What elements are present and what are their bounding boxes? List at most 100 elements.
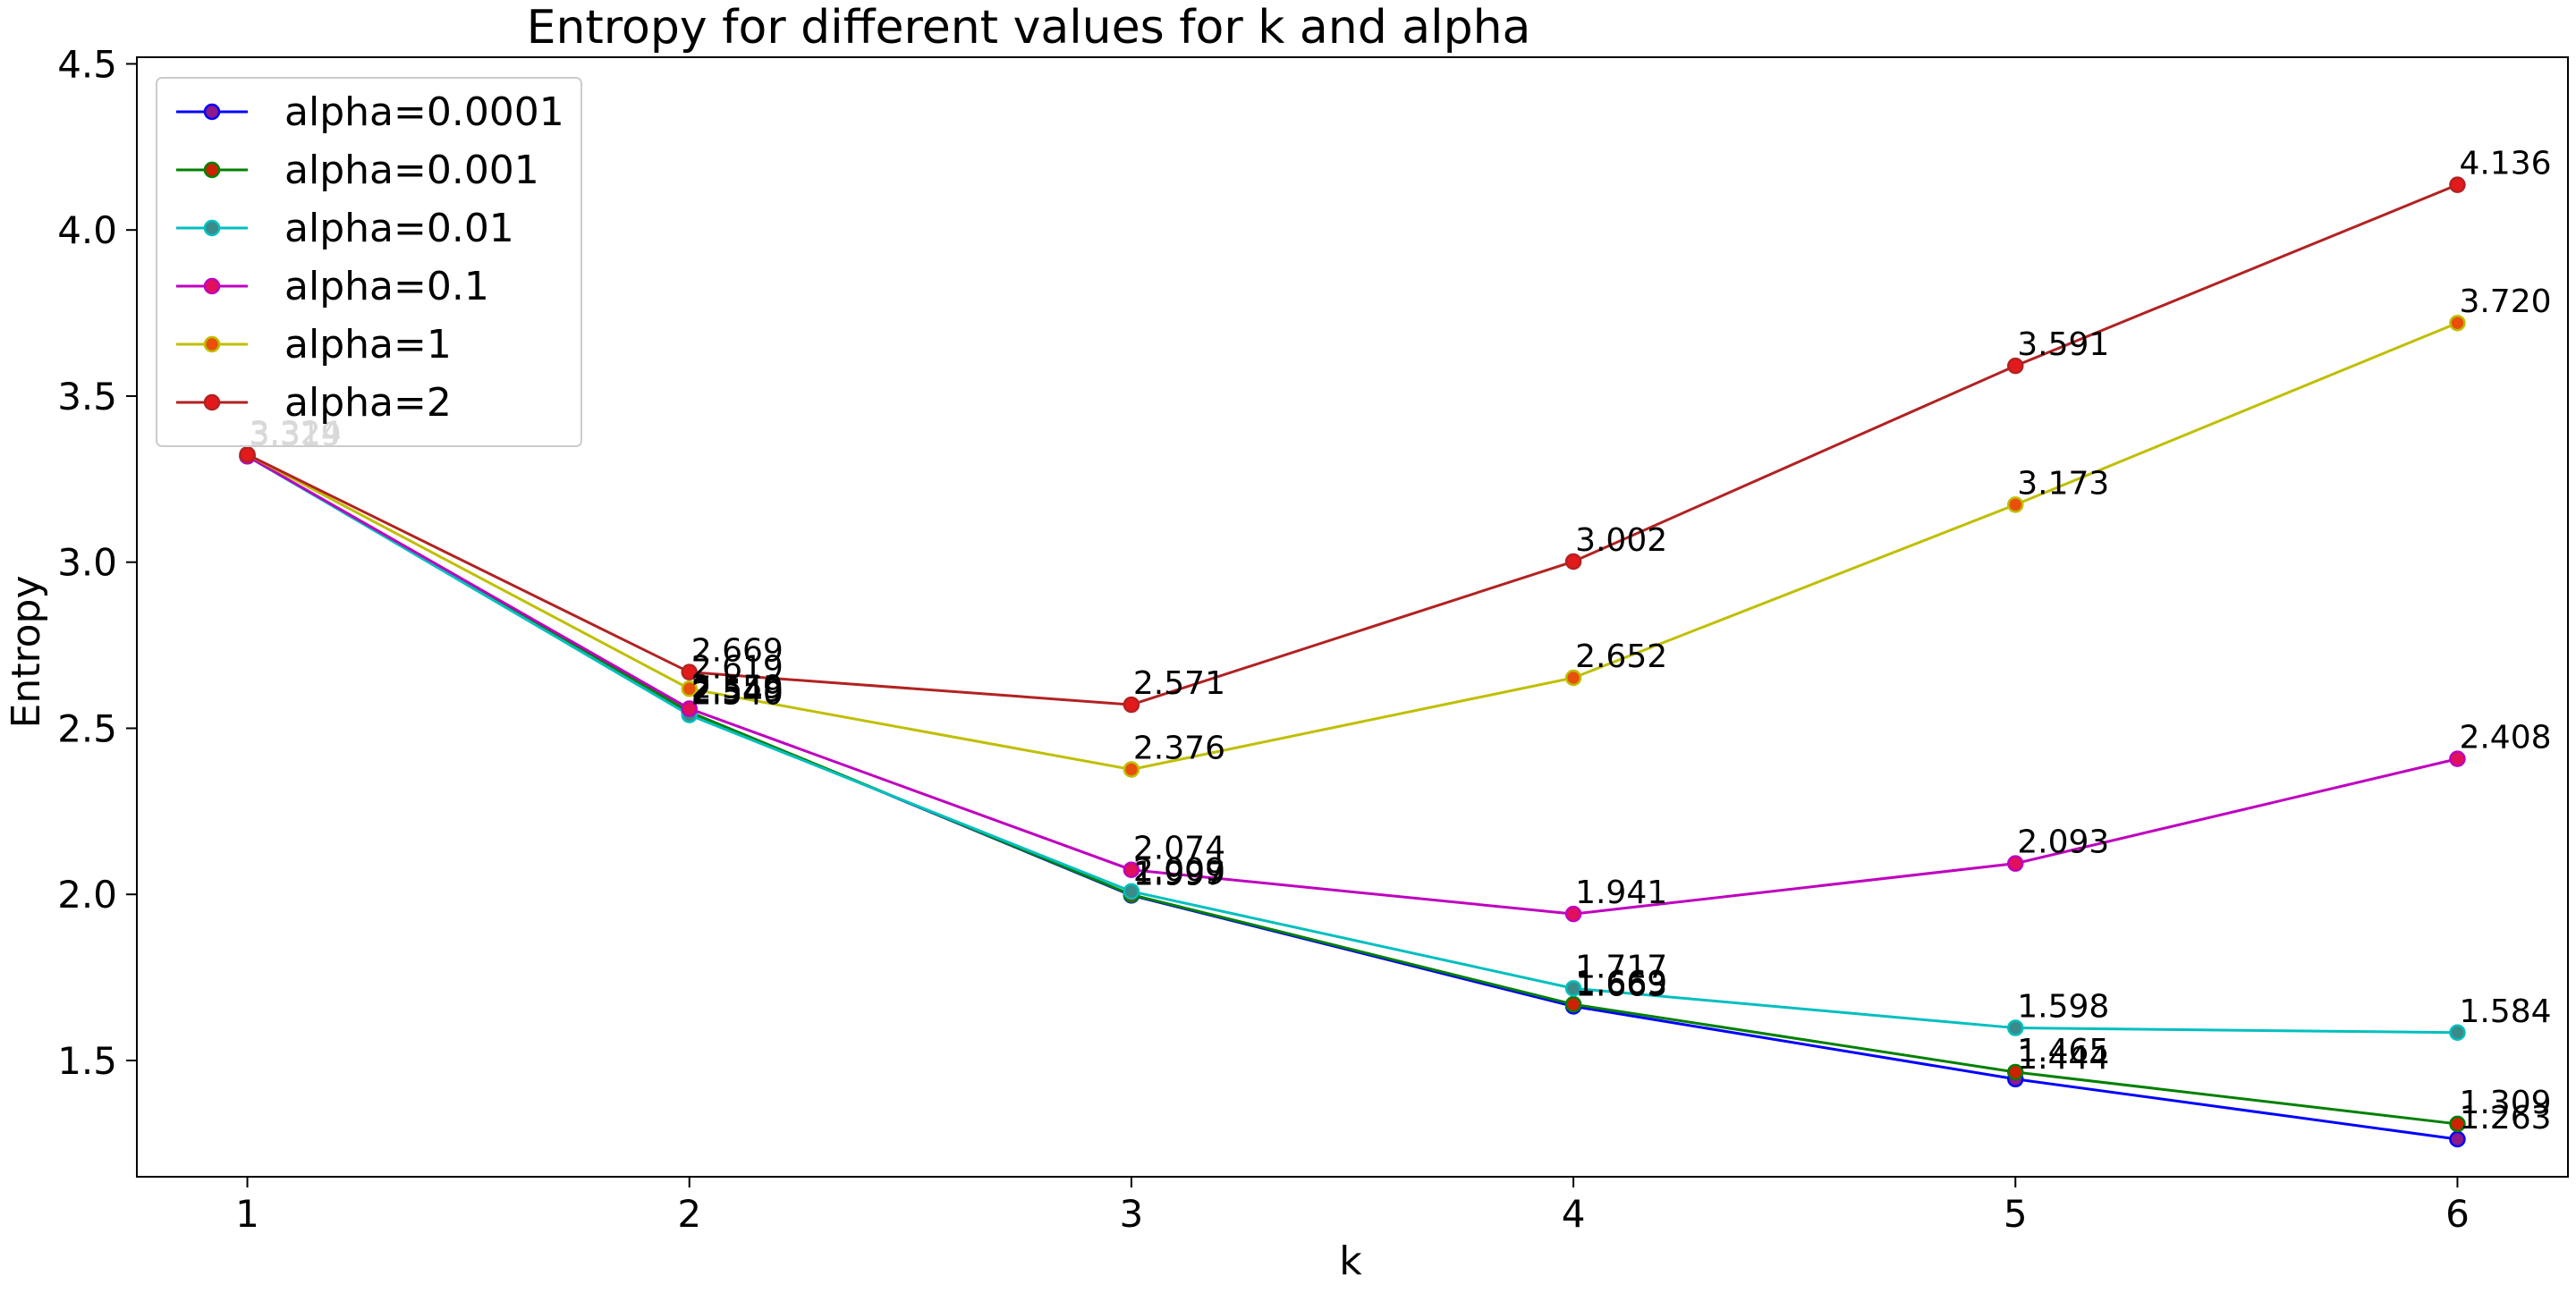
legend-item: alpha=1	[176, 322, 452, 368]
legend-marker	[203, 219, 221, 237]
legend-box	[156, 77, 582, 447]
series-line	[246, 183, 2459, 706]
x-tick-label: 4	[1562, 1192, 1586, 1236]
x-tick-label: 5	[2004, 1192, 2028, 1236]
data-label: 1.669	[1575, 965, 1667, 1001]
data-point	[681, 680, 698, 697]
series-alpha=1	[239, 314, 2466, 778]
x-tick-label: 1	[235, 1192, 259, 1236]
data-label: 2.652	[1575, 638, 1667, 675]
chart-title: Entropy for different values for k and a…	[527, 1, 1531, 55]
data-label: 2.408	[2459, 720, 2551, 756]
data-point	[2007, 1019, 2024, 1036]
legend-item: alpha=0.1	[176, 264, 489, 309]
data-label: 3.720	[2459, 283, 2551, 320]
data-label: 2.549	[691, 672, 784, 709]
legend-item: alpha=0.001	[176, 148, 539, 193]
legend: alpha=0.0001 alpha=0.001 alpha=0.01 alpha=0…	[156, 77, 582, 447]
legend-marker	[203, 277, 221, 295]
data-label: 2.376	[1133, 731, 1225, 767]
y-tick-label: 4.5	[57, 42, 117, 86]
legend-marker	[203, 161, 221, 179]
series-line	[246, 321, 2459, 772]
data-point	[1564, 980, 1582, 997]
data-label: 1.309	[2459, 1085, 2551, 1121]
data-point	[2007, 496, 2024, 513]
legend-label: alpha=0.01	[284, 206, 514, 251]
legend-marker	[203, 335, 221, 353]
x-tick-label: 6	[2445, 1192, 2470, 1236]
data-point	[681, 663, 698, 680]
series-alpha=2	[239, 176, 2466, 714]
data-label: 1.941	[1575, 875, 1667, 911]
data-point	[2449, 1115, 2466, 1133]
data-label: 1.263	[2459, 1100, 2551, 1137]
data-point	[681, 700, 698, 717]
data-point	[2007, 1063, 2024, 1081]
data-label: 2.549	[691, 672, 784, 709]
x-axis-label: k	[1339, 1238, 1362, 1284]
data-point	[1564, 995, 1582, 1013]
y-tick-label: 4.0	[57, 208, 117, 252]
data-label: 2.571	[1133, 665, 1225, 702]
legend-label: alpha=0.001	[284, 148, 539, 193]
y-tick-label: 2.5	[57, 706, 117, 750]
legend-item: alpha=0.0001	[176, 89, 564, 135]
data-point	[2007, 357, 2024, 375]
data-point	[1123, 861, 1140, 878]
series-line	[246, 454, 2458, 1126]
data-label: 2.540	[691, 676, 784, 713]
data-label: 2.619	[691, 649, 784, 686]
data-label: 2.669	[691, 633, 784, 670]
y-tick-label: 2.0	[57, 873, 117, 917]
data-label: 1.717	[1575, 949, 1667, 985]
data-label: 3.173	[2017, 465, 2109, 502]
x-tick-label: 2	[677, 1192, 701, 1236]
data-label: 1.663	[1575, 967, 1667, 1003]
data-label: 2.559	[691, 670, 784, 706]
data-point	[1564, 905, 1582, 923]
data-label: 1.997	[1133, 856, 1225, 892]
legend-item: alpha=0.01	[176, 206, 514, 251]
data-point	[2449, 176, 2466, 193]
data-point	[2007, 855, 2024, 872]
y-tick-label: 3.5	[57, 375, 117, 418]
y-axis-label: Entropy	[4, 576, 49, 729]
series-layer	[239, 176, 2466, 1148]
data-label: 1.598	[2017, 989, 2109, 1026]
legend-label: alpha=0.0001	[284, 89, 564, 135]
data-point	[239, 446, 256, 463]
plot-frame	[136, 56, 2569, 1178]
data-point	[2449, 1024, 2466, 1042]
x-tick-label: 3	[1120, 1192, 1144, 1236]
data-label: 2.074	[1133, 831, 1225, 867]
data-label: 1.584	[2459, 993, 2551, 1030]
legend-label: alpha=2	[284, 380, 452, 426]
legend-marker	[203, 393, 221, 411]
data-label: 3.002	[1575, 522, 1667, 559]
y-tick-label: 1.5	[57, 1039, 117, 1083]
series-line	[246, 454, 2458, 1035]
data-point	[1123, 761, 1140, 778]
data-label: 3.591	[2017, 326, 2109, 363]
data-point	[1123, 696, 1140, 714]
data-point	[2449, 314, 2466, 332]
data-label: 2.093	[2017, 824, 2109, 861]
y-tick-label: 3.0	[57, 541, 117, 585]
data-point	[2449, 750, 2466, 767]
data-point	[1123, 883, 1140, 900]
legend-label: alpha=0.1	[284, 264, 489, 309]
data-point	[1564, 553, 1582, 570]
series-line	[246, 454, 2458, 916]
axis-layer: 1 2 3 4 5 6 1.5 2.0 2.5 3.0 3.5 4.0 4.5	[57, 42, 2569, 1236]
data-label: 1.999	[1133, 856, 1225, 892]
data-label: 1.465	[2017, 1033, 2109, 1069]
data-label: 4.136	[2459, 146, 2551, 182]
data-label: 2.009	[1133, 852, 1225, 889]
data-point	[1564, 669, 1582, 687]
legend-item: alpha=2	[176, 380, 452, 426]
data-label: 1.444	[2017, 1040, 2109, 1077]
legend-marker	[203, 103, 221, 121]
